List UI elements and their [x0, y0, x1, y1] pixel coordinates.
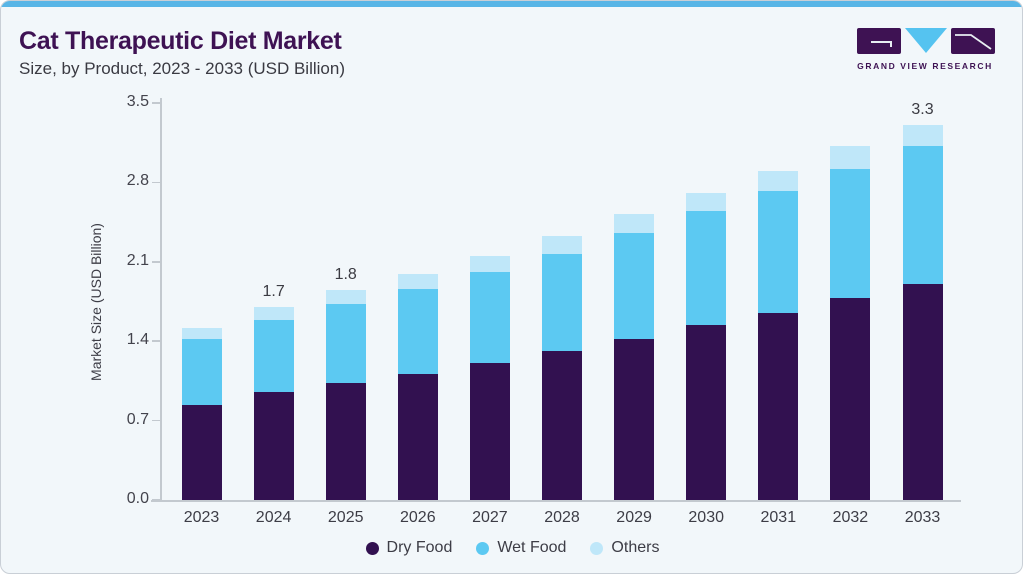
- bar-2033-others: [902, 124, 943, 147]
- x-tick-label: 2033: [904, 509, 941, 526]
- bar-2027-others: [469, 256, 510, 272]
- y-tick-label: 3.5: [126, 93, 149, 110]
- y-tick-label: 2.1: [126, 251, 149, 269]
- x-tick-label: 2031: [760, 509, 797, 526]
- bar-2029-wet-food: [614, 233, 655, 339]
- chart-legend: Dry Food Wet Food Others: [1, 539, 1022, 557]
- bar-2023-dry-food: [181, 404, 222, 500]
- bar-2024-others: [253, 307, 294, 320]
- total-label: 1.8: [334, 266, 357, 284]
- legend-label: Dry Food: [386, 539, 453, 556]
- bar-2029-dry-food: [614, 338, 655, 500]
- x-tick-label: 2032: [832, 509, 869, 526]
- bar-2030-wet-food: [686, 210, 727, 326]
- x-tick-label: 2025: [327, 509, 364, 526]
- x-tick-label: 2029: [616, 509, 652, 526]
- x-tick-label: 2030: [688, 509, 724, 526]
- y-tick-label: 1.4: [126, 331, 149, 349]
- bar-2033-dry-food: [902, 284, 943, 500]
- bar-2027-wet-food: [469, 272, 510, 363]
- bar-2023-wet-food: [181, 338, 222, 405]
- legend-label: Others: [611, 539, 660, 556]
- bar-2032-wet-food: [830, 168, 871, 299]
- legend-item-others: Others: [590, 539, 659, 557]
- bar-2026-wet-food: [397, 289, 438, 375]
- top-accent-strip: [1, 1, 1022, 7]
- x-tick-label: 2028: [544, 509, 580, 526]
- bar-2032-others: [830, 146, 871, 169]
- y-tick-label: 0.0: [126, 490, 149, 507]
- bar-2024-dry-food: [253, 392, 294, 500]
- x-tick-label: 2026: [400, 509, 436, 526]
- bar-2033-wet-food: [902, 146, 943, 285]
- legend-dot-icon: [476, 541, 490, 555]
- bar-2024-wet-food: [253, 319, 294, 393]
- bar-2026-dry-food: [397, 374, 438, 500]
- legend-dot-icon: [365, 541, 379, 555]
- bar-2030-others: [686, 192, 727, 211]
- bar-2026-others: [397, 274, 438, 289]
- y-axis-line: [160, 98, 162, 501]
- bar-2028-dry-food: [542, 351, 582, 500]
- legend-dot-icon: [590, 541, 604, 555]
- x-tick-label: 2024: [255, 509, 292, 526]
- bar-2023-others: [181, 327, 222, 339]
- page-subtitle: Size, by Product, 2023 - 2033 (USD Billi…: [19, 59, 345, 78]
- y-tick-mark: [152, 499, 161, 501]
- x-tick-label: 2023: [183, 509, 220, 526]
- y-tick-mark: [152, 419, 161, 422]
- bar-2032-dry-food: [830, 298, 871, 500]
- x-tick-label: 2027: [472, 509, 508, 526]
- page-title: Cat Therapeutic Diet Market: [19, 27, 342, 55]
- bar-2031-dry-food: [758, 312, 799, 500]
- bar-2028-wet-food: [542, 253, 582, 352]
- y-tick-mark: [152, 181, 161, 184]
- bar-2025-others: [325, 290, 366, 304]
- bar-2025-wet-food: [325, 303, 366, 384]
- y-tick-mark: [152, 261, 161, 263]
- bar-2031-wet-food: [758, 191, 799, 313]
- bar-2030-dry-food: [686, 325, 727, 500]
- x-axis-line: [151, 500, 961, 502]
- gvr-logo-icon: [857, 28, 995, 54]
- legend-item-dry-food: Dry Food: [365, 539, 453, 557]
- total-label: 3.3: [911, 100, 934, 118]
- bar-2029-others: [614, 214, 655, 234]
- grand-view-research-logo: GRAND VIEW RESEARCH: [855, 27, 995, 73]
- logo-brand-text: GRAND VIEW RESEARCH: [857, 61, 993, 71]
- bar-2027-dry-food: [469, 362, 510, 500]
- legend-label: Wet Food: [497, 539, 567, 556]
- y-tick-mark: [152, 340, 161, 342]
- y-tick-label: 0.7: [126, 410, 149, 428]
- y-tick-mark: [152, 102, 161, 104]
- total-label: 1.7: [262, 283, 285, 301]
- y-tick-label: 2.8: [126, 172, 149, 190]
- legend-item-wet-food: Wet Food: [476, 539, 566, 557]
- bar-2025-dry-food: [325, 383, 366, 500]
- bar-2028-others: [542, 235, 582, 254]
- bar-2031-others: [758, 171, 799, 192]
